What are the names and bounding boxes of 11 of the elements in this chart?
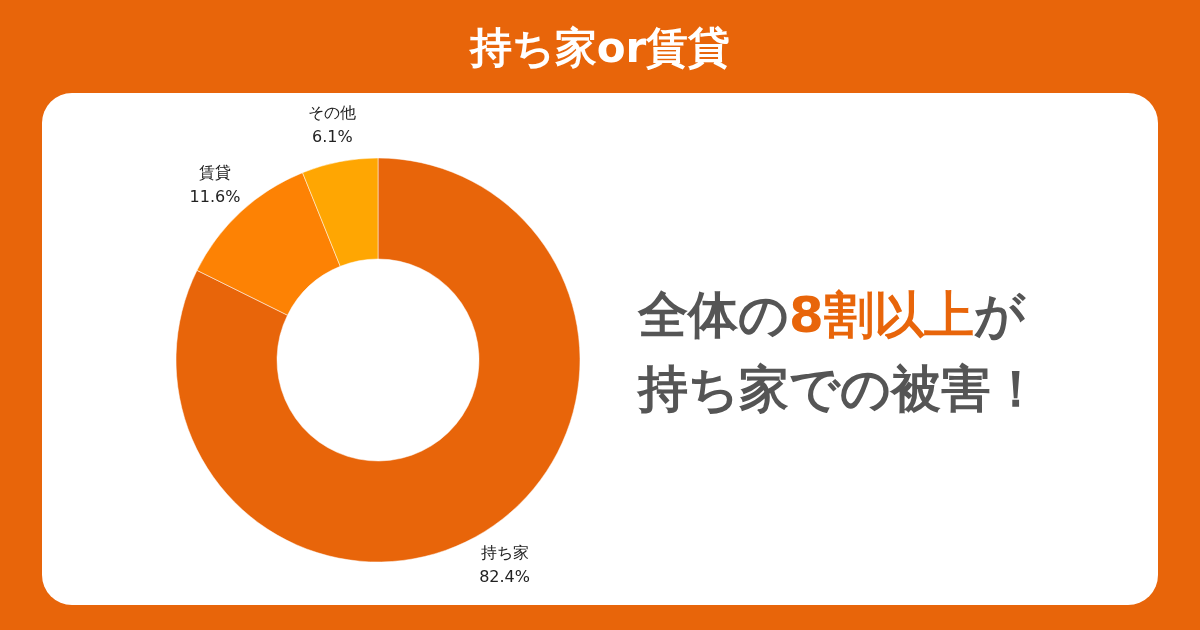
data-label: 6.1% xyxy=(312,127,353,147)
chart-title: 持ち家or賃貸 xyxy=(467,23,731,72)
text: 全体の xyxy=(637,286,789,344)
text: が xyxy=(973,286,1026,344)
text: 持ち家での被害！ xyxy=(636,360,1041,418)
text: 8割以上 xyxy=(789,286,974,344)
slice-label: 持ち家 xyxy=(480,542,529,562)
slice-label: 賃貸 xyxy=(198,162,231,182)
data-label: 82.4% xyxy=(479,566,530,586)
slice-label: その他 xyxy=(308,103,357,123)
data-label: 11.6% xyxy=(189,186,241,206)
